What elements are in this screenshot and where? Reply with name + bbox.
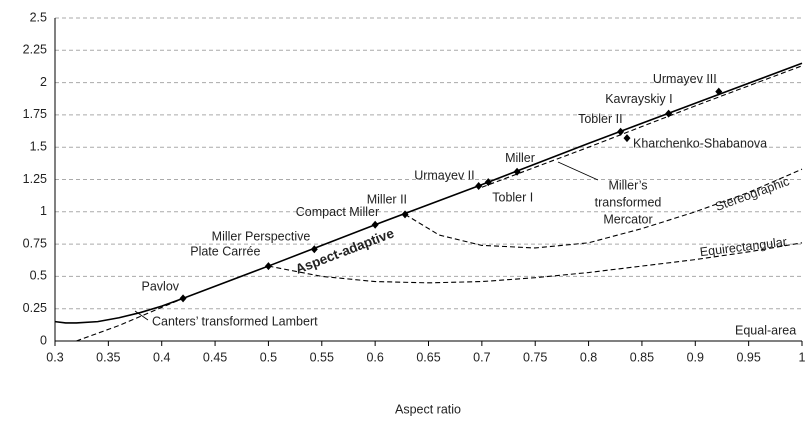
point [715,87,723,96]
line [76,297,184,342]
point-label: Pavlov [142,280,180,294]
x-tick-label: 0.35 [96,350,120,364]
x-tick-label: 1 [799,350,806,364]
x-tick-label: 0.5 [260,350,277,364]
point-label: Compact Miller [296,205,379,219]
point-label: Urmayev II [414,168,474,182]
y-tick-label: 2 [40,75,47,89]
point-label: Miller [505,151,535,165]
y-tick-label: 2.5 [30,10,47,24]
x-tick-label: 0.45 [203,350,227,364]
series-label-text: transformed [595,195,662,209]
y-tick-label: 1 [40,204,47,218]
y-tick-label: 0 [40,333,47,347]
x-tick-label: 0.9 [687,350,704,364]
y-tick-label: 0.75 [23,236,47,250]
line [404,168,803,249]
x-tick-label: 0.55 [310,350,334,364]
series-label: Stereographic [713,174,791,214]
x-tick-label: 0.85 [630,350,654,364]
point-label: Tobler II [578,112,622,126]
point [665,109,673,118]
leader-line [134,310,149,321]
point-label: Miller Perspective [212,230,311,244]
x-tick-label: 0.8 [580,350,597,364]
point-label: Kavrayskiy I [605,92,672,106]
series-label: Equirectangular [699,235,788,260]
point-label: Urmayev III [653,72,717,86]
point [310,245,318,254]
series-label-text: Equal-area [735,323,796,337]
y-tick-label: 2.25 [23,43,47,57]
point-label: Miller II [367,193,407,207]
series-label-text: Miller’s [608,178,647,192]
series-label-text: Stereographic [713,174,791,214]
point [264,262,272,271]
series-label: Canters’ transformed Lambert [152,314,318,328]
series-label-text: Canters’ transformed Lambert [152,314,318,328]
point [371,220,379,229]
point [401,210,409,219]
x-axis-label: Aspect ratio [395,402,461,416]
point [617,127,625,136]
x-tick-label: 0.3 [46,350,63,364]
y-tick-label: 0.5 [30,269,47,283]
y-tick-label: 1.5 [30,139,47,153]
series-label: Equal-area [735,323,796,337]
line [268,242,803,284]
point [484,178,492,187]
line [481,65,803,188]
point-label: Tobler I [492,190,533,204]
x-tick-label: 0.75 [523,350,547,364]
point-label: Kharchenko-Shabanova [633,136,767,150]
x-tick-label: 0.6 [366,350,383,364]
y-tick-label: 0.25 [23,301,47,315]
series-label-text: Equirectangular [699,235,788,260]
point [623,134,631,143]
point [475,181,483,190]
y-tick-label: 1.75 [23,107,47,121]
y-tick-label: 1.25 [23,172,47,186]
series-label-text: Mercator [603,212,652,226]
x-tick-label: 0.95 [736,350,760,364]
point [513,167,521,176]
point-label: Plate Carrée [190,244,260,258]
x-tick-label: 0.7 [473,350,490,364]
series-label: Miller’s transformed Mercator [595,178,662,226]
point [179,294,187,303]
line [54,62,803,324]
x-tick-label: 0.4 [153,350,170,364]
leader-line [557,161,599,181]
x-tick-label: 0.65 [416,350,440,364]
